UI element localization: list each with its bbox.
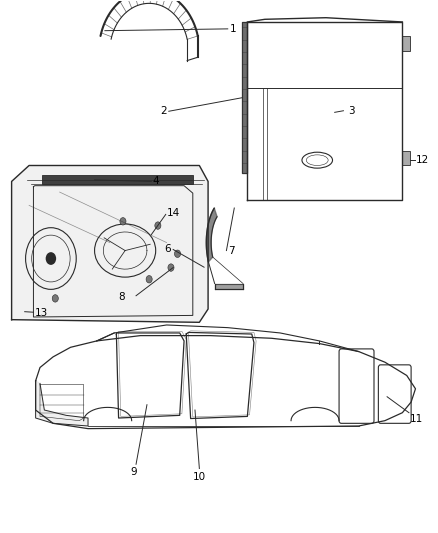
Circle shape: [46, 252, 56, 265]
Text: 6: 6: [164, 245, 171, 254]
Text: 10: 10: [193, 472, 206, 482]
Bar: [403, 36, 410, 51]
Text: 2: 2: [160, 106, 166, 116]
Text: 7: 7: [228, 246, 234, 255]
Circle shape: [146, 276, 152, 283]
Text: 4: 4: [152, 176, 159, 187]
Text: 13: 13: [35, 308, 48, 318]
Text: 1: 1: [230, 24, 237, 34]
Text: 3: 3: [348, 106, 354, 116]
Polygon shape: [206, 208, 217, 262]
Text: 12: 12: [416, 155, 429, 165]
Text: 9: 9: [131, 467, 137, 478]
Text: 11: 11: [410, 414, 424, 424]
Text: 14: 14: [167, 208, 180, 219]
Circle shape: [168, 264, 174, 271]
Polygon shape: [35, 381, 88, 426]
Circle shape: [52, 295, 58, 302]
Polygon shape: [242, 22, 247, 173]
Bar: [403, 151, 410, 165]
Bar: [42, 175, 193, 184]
Circle shape: [174, 250, 180, 257]
Polygon shape: [12, 165, 208, 322]
Text: 8: 8: [119, 292, 125, 302]
Circle shape: [120, 217, 126, 225]
Circle shape: [155, 222, 161, 229]
